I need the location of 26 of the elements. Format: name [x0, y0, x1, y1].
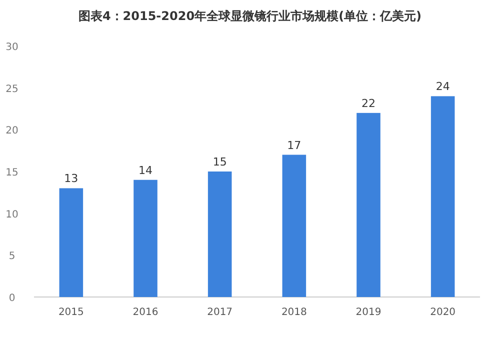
- data-label: 13: [64, 172, 78, 186]
- y-tick-label: 20: [6, 126, 18, 137]
- bar: [430, 96, 455, 297]
- data-label: 22: [362, 96, 376, 110]
- bar: [208, 172, 232, 297]
- y-tick-label: 5: [8, 251, 16, 262]
- x-tick-label: 2019: [356, 307, 382, 318]
- bar: [134, 180, 158, 297]
- data-label: 15: [212, 156, 227, 168]
- x-tick-label: 2020: [430, 307, 456, 318]
- x-tick-label: 2016: [132, 307, 158, 318]
- y-tick-label: 25: [6, 84, 18, 95]
- data-label: 24: [436, 80, 450, 94]
- chart-title: 图表4：2015-2020年全球显微镜行业市场规模(单位：亿美元): [78, 9, 422, 23]
- data-label: 17: [287, 138, 302, 152]
- x-tick-label: 2017: [207, 307, 233, 318]
- bar: [59, 188, 84, 297]
- bar: [282, 154, 306, 297]
- x-tick-label: 2015: [58, 307, 84, 318]
- data-label: 14: [138, 164, 152, 177]
- y-tick-label: 30: [6, 42, 18, 53]
- x-tick-label: 2018: [281, 307, 307, 318]
- y-tick-label: 0: [8, 293, 16, 304]
- y-tick-label: 15: [6, 168, 18, 178]
- bar: [356, 112, 380, 297]
- y-tick-label: 10: [6, 209, 18, 220]
